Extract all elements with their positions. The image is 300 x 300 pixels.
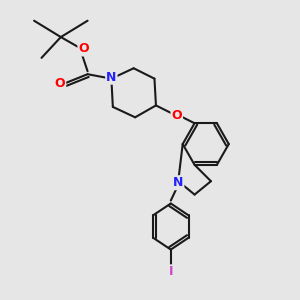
Text: O: O bbox=[78, 42, 89, 56]
Text: N: N bbox=[106, 71, 116, 84]
Text: O: O bbox=[171, 109, 182, 122]
Text: I: I bbox=[169, 266, 173, 278]
Text: N: N bbox=[173, 176, 183, 189]
Text: O: O bbox=[55, 76, 65, 90]
